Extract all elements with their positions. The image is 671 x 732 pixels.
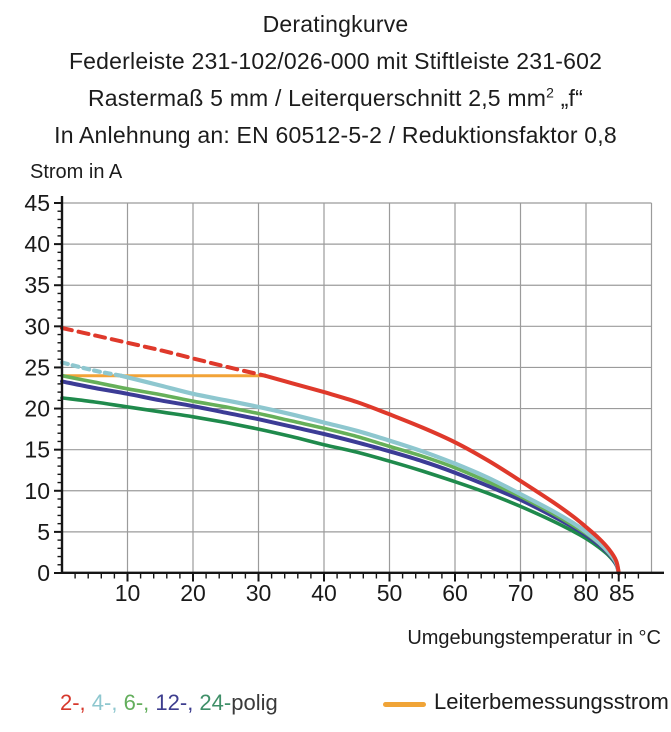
y-axis-title: Strom in A [30,161,123,183]
y-tick-label: 5 [37,519,50,545]
y-tick-label: 45 [24,190,50,216]
curve-24-polig [60,396,621,575]
legend-rating-line-swatch [383,702,426,707]
curve-4-polig [118,373,621,576]
x-tick-label: 10 [115,580,141,606]
x-tick-label: 40 [311,580,337,606]
chart-title-block: Deratingkurve Federleiste 231-102/026-00… [0,6,671,154]
curve-2-polig-dashed [60,326,267,378]
y-tick-label: 10 [24,478,50,504]
title-line-4: In Anlehnung an: EN 60512-5-2 / Reduktio… [54,122,617,148]
y-tick-label: 40 [24,231,50,257]
legend-part-24: 24- [199,690,232,715]
x-tick-label: 80 [573,580,599,606]
x-tick-label: 70 [508,580,534,606]
x-tick-label: 20 [180,580,206,606]
y-tick-label: 0 [37,560,50,586]
x-tick-label: 50 [377,580,403,606]
y-tick-label: 35 [24,272,50,298]
title-line-2: Federleiste 231-102/026-000 mit Stiftlei… [68,48,603,74]
y-tick-label: 30 [24,313,50,339]
curve-2-polig [263,373,621,575]
y-tick-label: 20 [24,396,50,422]
curve-6-polig [60,373,621,575]
y-tick-label: 15 [24,437,50,463]
legend-part-2: 2-, [60,690,92,715]
title-line-1: Deratingkurve [262,11,409,37]
y-tick-label: 25 [24,354,50,380]
legend-rating-label: Leiterbemessungsstrom [434,689,669,714]
legend-poles: 2-, 4-, 6-, 12-, 24-polig [60,690,278,716]
legend-part-6: 6-, [123,690,156,715]
legend-part-polig: polig [231,690,278,715]
x-tick-label: 30 [246,580,272,606]
legend-part-4: 4-, [91,690,124,715]
x-tick-label: 60 [442,580,468,606]
legend-part-12: 12-, [155,690,200,715]
x-tick-label: 85 [609,580,635,606]
x-axis-title: Umgebungstemperatur in °C [407,627,661,649]
curve-4-polig-dashed [59,360,123,378]
title-line-3: Rastermaß 5 mm / Leiterquerschnitt 2,5 m… [87,84,584,111]
superscript-2: 2 [546,84,555,101]
